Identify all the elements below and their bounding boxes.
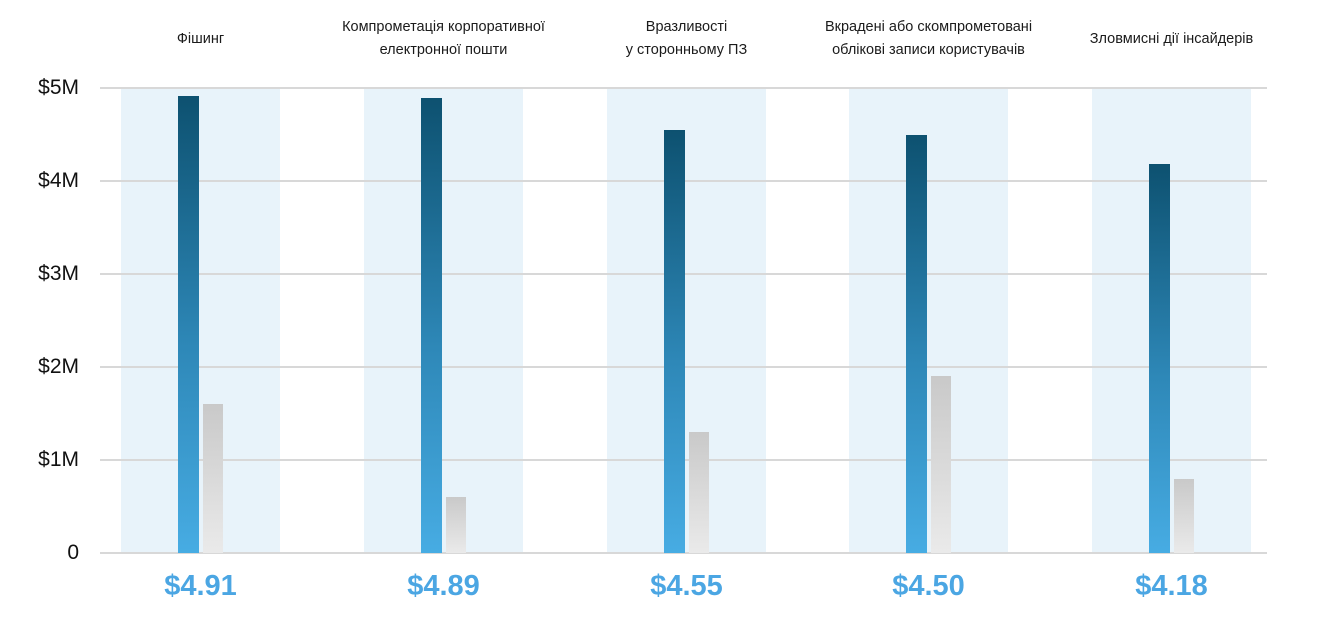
bar-secondary bbox=[688, 432, 709, 553]
bar-primary bbox=[178, 96, 199, 553]
bar-primary bbox=[664, 129, 685, 553]
bar-primary bbox=[906, 134, 927, 553]
bar-secondary bbox=[930, 376, 951, 553]
bar-secondary bbox=[202, 404, 223, 553]
gridline: $5M bbox=[38, 76, 1267, 99]
bar-group: Компрометація корпоративної електронної … bbox=[342, 19, 545, 602]
bar-primary bbox=[1149, 164, 1170, 553]
category-label: Вразливості у сторонньому ПЗ bbox=[625, 19, 748, 58]
value-label: $4.89 bbox=[407, 570, 480, 602]
bar-group: Фішинг $4.91 bbox=[121, 31, 280, 602]
y-axis-tick: $4M bbox=[38, 169, 79, 192]
category-label: Зловмисні дії інсайдерів bbox=[1089, 30, 1254, 47]
bar-group: Вразливості у сторонньому ПЗ $4.55 bbox=[607, 19, 766, 602]
category-label: Фішинг bbox=[176, 30, 225, 47]
y-axis-tick: 0 bbox=[67, 541, 79, 564]
value-label: $4.55 bbox=[650, 570, 723, 602]
category-label: Компрометація корпоративної електронної … bbox=[342, 19, 545, 58]
bar-secondary bbox=[1173, 478, 1194, 553]
value-label: $4.18 bbox=[1135, 570, 1208, 602]
y-axis-tick: $3M bbox=[38, 262, 79, 285]
gridline: 0 bbox=[67, 541, 1267, 564]
bar-primary bbox=[421, 98, 442, 553]
plot-area: $5M $4M $3M $2M $1M 0 Фішинг $4.91 Компр… bbox=[38, 19, 1267, 602]
y-axis-tick: $1M bbox=[38, 448, 79, 471]
y-axis-tick: $5M bbox=[38, 76, 79, 99]
bar-group: Зловмисні дії інсайдерів $4.18 bbox=[1090, 31, 1253, 602]
bar-secondary bbox=[445, 497, 466, 553]
y-axis-tick: $2M bbox=[38, 355, 79, 378]
category-label: Вкрадені або скомпрометовані облікові за… bbox=[824, 19, 1033, 58]
value-label: $4.50 bbox=[892, 570, 965, 602]
value-label: $4.91 bbox=[164, 570, 237, 602]
bar-group: Вкрадені або скомпрометовані облікові за… bbox=[825, 19, 1032, 602]
